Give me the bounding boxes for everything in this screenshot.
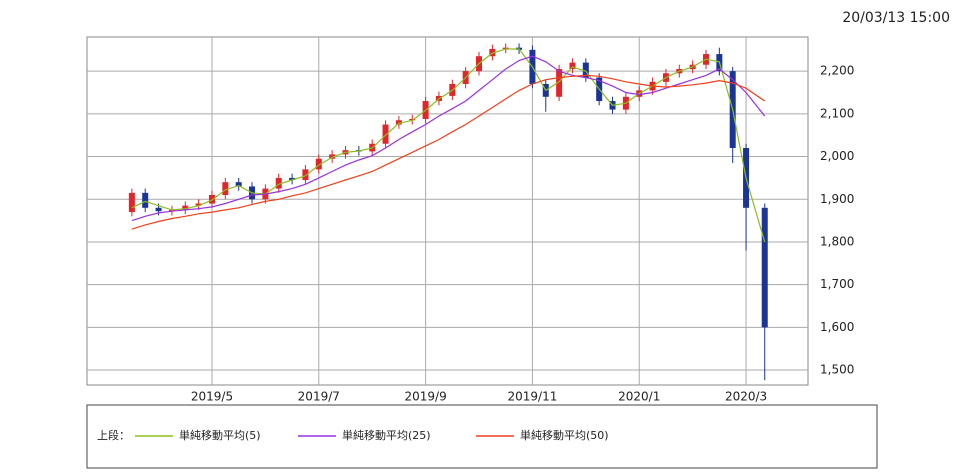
x-tick-label: 2019/11	[507, 390, 557, 404]
ma-line	[131, 74, 766, 230]
y-tick-label: 1,800	[820, 234, 854, 248]
x-tick-label: 2019/5	[191, 390, 233, 404]
candle-body	[395, 120, 402, 125]
candle-body	[195, 203, 202, 206]
x-tick-label: 2019/7	[298, 390, 340, 404]
y-tick-label: 2,100	[820, 106, 854, 120]
candle-body	[235, 182, 242, 187]
legend-label: 単純移動平均(50)	[520, 428, 609, 442]
x-tick-label: 2019/9	[404, 390, 446, 404]
candle-body	[222, 182, 229, 195]
candle-body	[128, 192, 135, 213]
y-tick-label: 1,900	[820, 192, 854, 206]
candle-body	[142, 192, 149, 208]
ma-line	[131, 55, 766, 222]
candle-body	[382, 124, 389, 144]
plot-area	[86, 36, 809, 386]
timestamp: 20/03/13 15:00	[842, 10, 950, 26]
y-tick-label: 1,700	[820, 277, 854, 291]
x-tick-label: 2020/1	[618, 390, 660, 404]
candle-body	[275, 177, 282, 189]
candle-body	[556, 69, 563, 97]
legend-title: 上段：	[97, 428, 130, 442]
ma-line	[131, 48, 766, 243]
candle-body	[182, 205, 189, 210]
x-tick-label: 2020/3	[725, 390, 767, 404]
candle-body	[329, 154, 336, 159]
candle-body	[315, 158, 322, 170]
candle-body	[289, 177, 296, 181]
candle-body	[302, 169, 309, 181]
legend-label: 単純移動平均(25)	[342, 428, 431, 442]
candle-body	[168, 209, 175, 212]
y-tick-label: 2,000	[820, 149, 854, 163]
y-tick-label: 1,600	[820, 320, 854, 334]
candle-body	[582, 62, 589, 78]
candle-body	[569, 62, 576, 70]
candle-body	[502, 47, 509, 49]
y-tick-label: 1,500	[820, 363, 854, 377]
candle-body	[208, 194, 215, 204]
candle-body	[155, 207, 162, 212]
candle-body	[761, 207, 768, 328]
y-tick-label: 2,200	[820, 64, 854, 78]
legend-label: 単純移動平均(5)	[179, 428, 261, 442]
